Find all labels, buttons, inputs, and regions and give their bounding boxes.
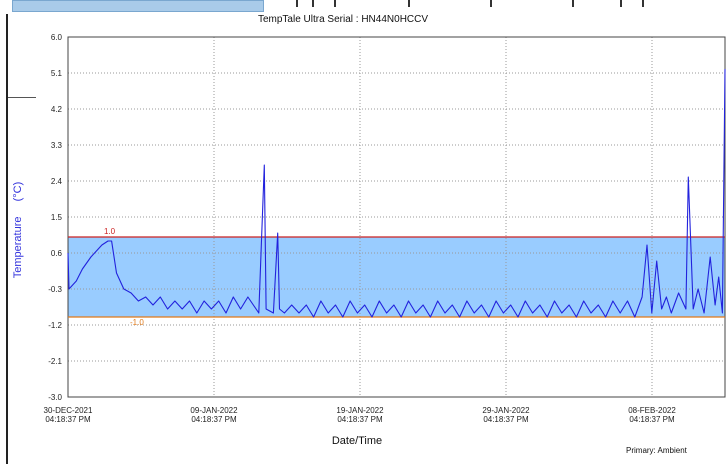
y-axis-unit: (°C) (12, 182, 24, 202)
window-frame-rule (8, 97, 36, 98)
x-tick-date: 09-JAN-2022 (190, 406, 238, 415)
y-tick-label: 1.5 (51, 213, 63, 222)
x-tick-time: 04:18:37 PM (45, 415, 91, 424)
y-tick-label: 4.2 (51, 105, 63, 114)
plot-area-border (67, 36, 726, 398)
window-frame-marks (290, 0, 726, 10)
x-tick-date: 30-DEC-2021 (44, 406, 93, 415)
x-tick-time: 04:18:37 PM (483, 415, 529, 424)
y-tick-label: -0.3 (48, 285, 62, 294)
upper-limit-label: 1.0 (104, 227, 116, 236)
acceptable-range-band-layer (68, 237, 725, 317)
y-tick-label: 6.0 (51, 33, 63, 42)
y-tick-label: 0.6 (51, 249, 63, 258)
x-tick-date: 29-JAN-2022 (482, 406, 530, 415)
y-tick-label: 5.1 (51, 69, 63, 78)
acceptable-range-band (68, 237, 725, 317)
y-axis-title: Temperature (°C) (12, 182, 24, 279)
limit-lines-layer (68, 236, 725, 318)
y-tick-labels: 6.0 5.1 4.2 3.3 2.4 1.5 0.6 -0.3 -1.2 -2.1 -3.0 (48, 33, 62, 402)
x-axis-label: Date/Time (332, 435, 382, 447)
y-tick-label: -1.2 (48, 321, 62, 330)
lower-limit-label: -1.0 (130, 318, 144, 327)
x-tick-time: 04:18:37 PM (629, 415, 675, 424)
y-tick-label: 2.4 (51, 177, 63, 186)
primary-sensor-note: Primary: Ambient (626, 446, 688, 455)
y-axis-label: Temperature (°C) (12, 182, 24, 279)
chart-title: TempTale Ultra Serial : HN44N0HCCV (258, 14, 428, 25)
x-tick-date: 19-JAN-2022 (336, 406, 384, 415)
series-layer (67, 68, 726, 318)
temperature-series-line (67, 68, 726, 318)
y-tick-label: -2.1 (48, 357, 62, 366)
x-tick-date: 08-FEB-2022 (628, 406, 676, 415)
x-tick-time: 04:18:37 PM (337, 415, 383, 424)
y-tick-label: -3.0 (48, 393, 62, 402)
grid-layer (67, 36, 726, 398)
window-frame-top-strip (12, 0, 264, 12)
y-tick-label: 3.3 (51, 141, 63, 150)
window-frame-left-edge (6, 14, 8, 464)
y-axis-label-text: Temperature (12, 216, 24, 278)
x-tick-time: 04:18:37 PM (191, 415, 237, 424)
